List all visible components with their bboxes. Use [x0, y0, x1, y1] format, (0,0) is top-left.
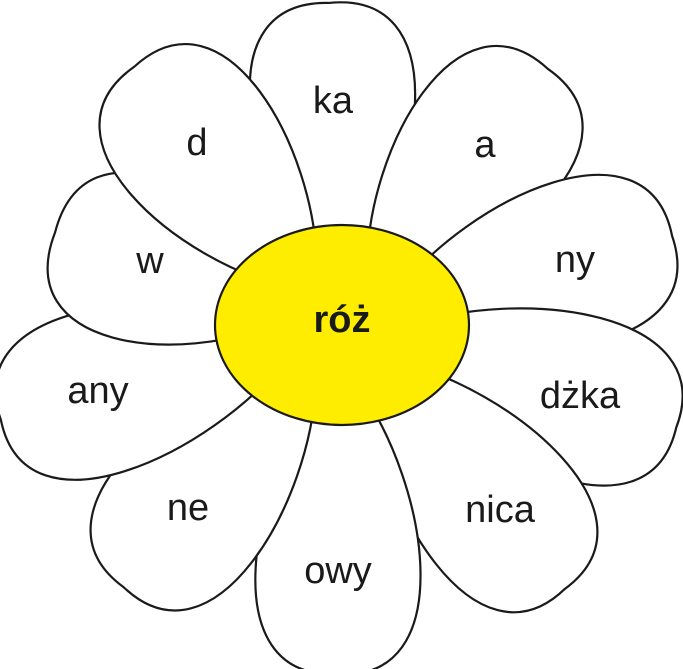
petal-label: nica: [465, 489, 536, 531]
petal-label: a: [474, 124, 496, 166]
petal-label: dżka: [540, 375, 621, 417]
petal-label: ny: [555, 239, 595, 281]
center-label: róż: [314, 299, 371, 341]
petal-label: owy: [304, 550, 372, 592]
petal-label: d: [186, 122, 207, 164]
petal-label: ne: [167, 487, 209, 529]
petal-label: any: [67, 370, 128, 412]
petal-label: w: [135, 240, 164, 282]
petal-label: ka: [313, 80, 354, 122]
flower-diagram: róż kaanydżkanicaowyneanywd: [0, 0, 683, 669]
